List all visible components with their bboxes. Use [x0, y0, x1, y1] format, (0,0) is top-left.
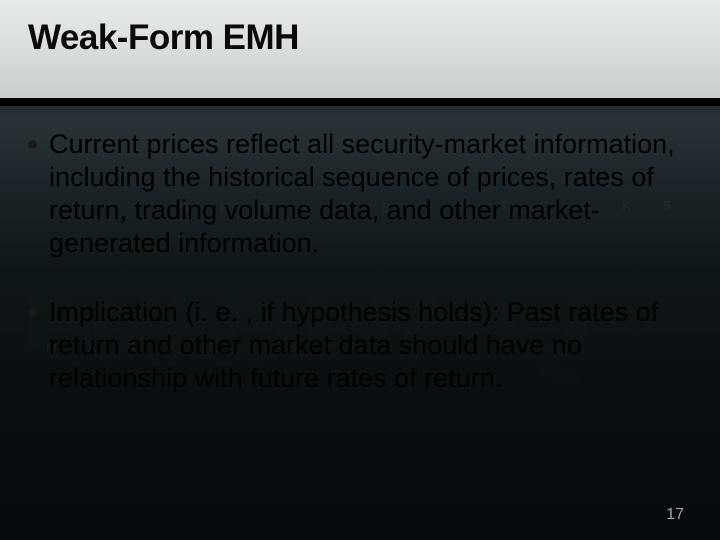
bullet-item: Implication (i. e. , if hypothesis holds… [28, 296, 692, 395]
title-band: Weak-Form EMH [0, 0, 720, 98]
slide: NASDAQ A L S s t o c k s s h a r e s M A… [0, 0, 720, 540]
bullet-dot-icon [28, 308, 37, 317]
slide-number: 17 [666, 506, 684, 524]
title-divider [0, 98, 720, 106]
bullet-text: Implication (i. e. , if hypothesis holds… [49, 296, 692, 395]
bullet-dot-icon [28, 140, 37, 149]
slide-title: Weak-Form EMH [28, 18, 692, 58]
bullet-item: Current prices reflect all security-mark… [28, 128, 692, 260]
slide-content: Current prices reflect all security-mark… [28, 128, 692, 431]
bullet-text: Current prices reflect all security-mark… [49, 128, 692, 260]
